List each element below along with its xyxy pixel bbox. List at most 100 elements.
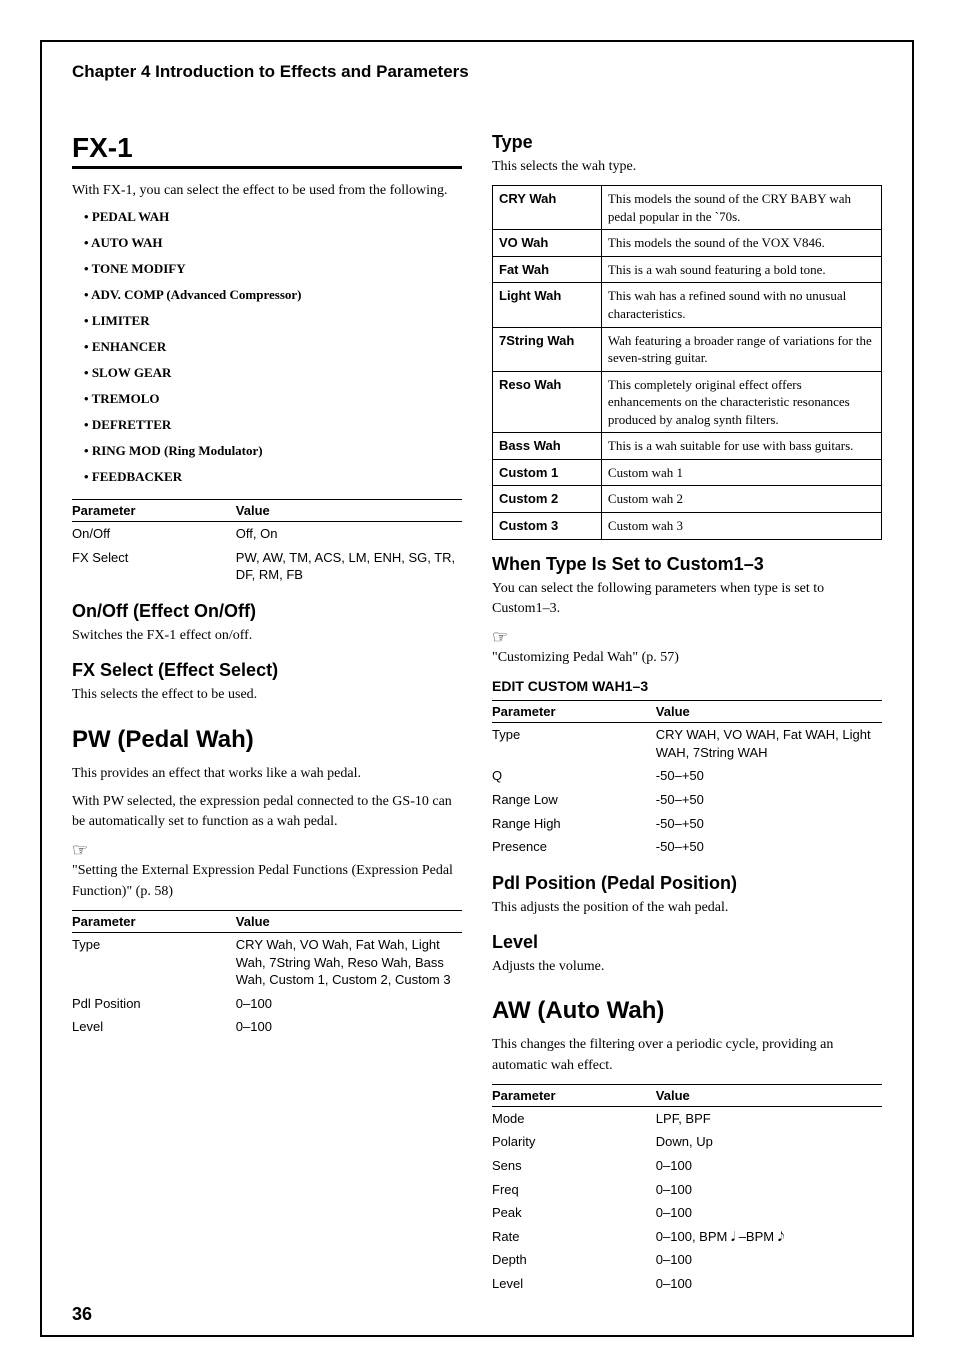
- param-value: 0–100, BPM 𝅘𝅥 –BPM 𝅘𝅥𝅮: [656, 1225, 882, 1249]
- table-row: Freq0–100: [492, 1178, 882, 1202]
- type-name: Reso Wah: [493, 371, 602, 433]
- two-column-layout: FX-1 With FX-1, you can select the effec…: [72, 132, 882, 1305]
- type-heading: Type: [492, 132, 882, 153]
- table-header-parameter: Parameter: [72, 911, 236, 933]
- table-row: Reso WahThis completely original effect …: [493, 371, 882, 433]
- custom-body: You can select the following parameters …: [492, 579, 882, 620]
- table-row: Presence-50–+50: [492, 835, 882, 859]
- param-value: 0–100: [656, 1201, 882, 1225]
- list-item: TREMOLO: [84, 391, 462, 407]
- param-name: On/Off: [72, 522, 236, 546]
- reference-icon: ☞: [72, 840, 462, 861]
- chapter-title: Chapter 4 Introduction to Effects and Pa…: [72, 62, 882, 82]
- table-row: ModeLPF, BPF: [492, 1106, 882, 1130]
- pw-reference-text: "Setting the External Expression Pedal F…: [72, 861, 462, 902]
- pw-body1: This provides an effect that works like …: [72, 764, 462, 784]
- param-value: PW, AW, TM, ACS, LM, ENH, SG, TR, DF, RM…: [236, 546, 462, 587]
- fx1-intro-text: With FX-1, you can select the effect to …: [72, 181, 462, 201]
- fx1-param-table: Parameter Value On/Off Off, On FX Select…: [72, 499, 462, 587]
- aw-body: This changes the filtering over a period…: [492, 1035, 882, 1076]
- param-name: Mode: [492, 1106, 656, 1130]
- table-row: Light WahThis wah has a refined sound wi…: [493, 283, 882, 327]
- type-name: Custom 2: [493, 486, 602, 513]
- list-item: DEFRETTER: [84, 417, 462, 433]
- table-row: Custom 3Custom wah 3: [493, 512, 882, 539]
- type-desc: This wah has a refined sound with no unu…: [601, 283, 881, 327]
- param-value: -50–+50: [656, 812, 882, 836]
- table-row: Custom 1Custom wah 1: [493, 459, 882, 486]
- right-column: Type This selects the wah type. CRY WahT…: [492, 132, 882, 1305]
- table-header-parameter: Parameter: [492, 701, 656, 723]
- fxselect-body: This selects the effect to be used.: [72, 685, 462, 705]
- param-name: Pdl Position: [72, 992, 236, 1016]
- table-row: Level0–100: [492, 1272, 882, 1296]
- table-header-value: Value: [656, 1084, 882, 1106]
- param-value: -50–+50: [656, 835, 882, 859]
- pw-param-table: Parameter Value Type CRY Wah, VO Wah, Fa…: [72, 910, 462, 1039]
- table-header-parameter: Parameter: [492, 1084, 656, 1106]
- table-header-parameter: Parameter: [72, 500, 236, 522]
- list-item: TONE MODIFY: [84, 261, 462, 277]
- fx1-heading: FX-1: [72, 132, 462, 169]
- table-row: TypeCRY WAH, VO WAH, Fat WAH, Light WAH,…: [492, 723, 882, 765]
- param-name: Sens: [492, 1154, 656, 1178]
- param-name: Type: [72, 933, 236, 992]
- type-desc: This completely original effect offers e…: [601, 371, 881, 433]
- level-body: Adjusts the volume.: [492, 957, 882, 977]
- param-value: -50–+50: [656, 788, 882, 812]
- table-row: Type CRY Wah, VO Wah, Fat Wah, Light Wah…: [72, 933, 462, 992]
- list-item: ADV. COMP (Advanced Compressor): [84, 287, 462, 303]
- effect-list: PEDAL WAH AUTO WAH TONE MODIFY ADV. COMP…: [84, 209, 462, 485]
- type-name: VO Wah: [493, 230, 602, 257]
- type-desc: This models the sound of the CRY BABY wa…: [601, 186, 881, 230]
- table-row: Pdl Position 0–100: [72, 992, 462, 1016]
- table-row: Bass WahThis is a wah suitable for use w…: [493, 433, 882, 460]
- table-row: On/Off Off, On: [72, 522, 462, 546]
- table-row: Range High-50–+50: [492, 812, 882, 836]
- pdl-position-body: This adjusts the position of the wah ped…: [492, 898, 882, 918]
- aw-param-table: Parameter Value ModeLPF, BPF PolarityDow…: [492, 1084, 882, 1295]
- wah-type-table: CRY WahThis models the sound of the CRY …: [492, 185, 882, 539]
- onoff-body: Switches the FX-1 effect on/off.: [72, 626, 462, 646]
- pdl-position-heading: Pdl Position (Pedal Position): [492, 873, 882, 894]
- list-item: AUTO WAH: [84, 235, 462, 251]
- param-name: FX Select: [72, 546, 236, 587]
- param-name: Level: [492, 1272, 656, 1296]
- table-header-value: Value: [236, 911, 462, 933]
- table-header-value: Value: [236, 500, 462, 522]
- param-value: 0–100: [236, 1015, 462, 1039]
- edit-custom-heading: EDIT CUSTOM WAH1–3: [492, 678, 882, 694]
- param-value: 0–100: [236, 992, 462, 1016]
- param-name: Q: [492, 764, 656, 788]
- onoff-heading: On/Off (Effect On/Off): [72, 601, 462, 622]
- table-row: PolarityDown, Up: [492, 1130, 882, 1154]
- list-item: PEDAL WAH: [84, 209, 462, 225]
- table-row: Fat WahThis is a wah sound featuring a b…: [493, 256, 882, 283]
- list-item: FEEDBACKER: [84, 469, 462, 485]
- left-column: FX-1 With FX-1, you can select the effec…: [72, 132, 462, 1305]
- table-row: Sens0–100: [492, 1154, 882, 1178]
- param-name: Polarity: [492, 1130, 656, 1154]
- table-header-value: Value: [656, 701, 882, 723]
- custom-heading: When Type Is Set to Custom1–3: [492, 554, 882, 575]
- table-row: 7String WahWah featuring a broader range…: [493, 327, 882, 371]
- type-desc: Wah featuring a broader range of variati…: [601, 327, 881, 371]
- list-item: SLOW GEAR: [84, 365, 462, 381]
- table-row: Q-50–+50: [492, 764, 882, 788]
- type-desc: Custom wah 1: [601, 459, 881, 486]
- param-value: Off, On: [236, 522, 462, 546]
- table-row: Custom 2Custom wah 2: [493, 486, 882, 513]
- type-desc: Custom wah 3: [601, 512, 881, 539]
- param-value: CRY Wah, VO Wah, Fat Wah, Light Wah, 7St…: [236, 933, 462, 992]
- param-value: LPF, BPF: [656, 1106, 882, 1130]
- page-container: Chapter 4 Introduction to Effects and Pa…: [40, 40, 914, 1337]
- table-row: Range Low-50–+50: [492, 788, 882, 812]
- reference-icon: ☞: [492, 627, 882, 648]
- aw-heading: AW (Auto Wah): [492, 997, 882, 1025]
- list-item: LIMITER: [84, 313, 462, 329]
- list-item: RING MOD (Ring Modulator): [84, 443, 462, 459]
- fxselect-heading: FX Select (Effect Select): [72, 660, 462, 681]
- table-row: VO WahThis models the sound of the VOX V…: [493, 230, 882, 257]
- table-row: FX Select PW, AW, TM, ACS, LM, ENH, SG, …: [72, 546, 462, 587]
- table-row: Level 0–100: [72, 1015, 462, 1039]
